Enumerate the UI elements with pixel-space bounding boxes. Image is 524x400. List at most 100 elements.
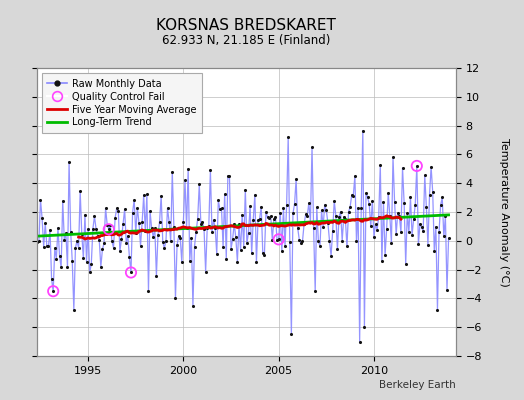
Point: [141, 228, 149, 234]
Point: [255, 216, 264, 222]
Point: [41, 220, 49, 226]
Point: [105, 226, 113, 232]
Point: [54, 225, 62, 231]
Point: [276, 210, 285, 216]
Point: [63, 264, 72, 271]
Point: [264, 214, 272, 221]
Point: [414, 241, 422, 247]
Point: [440, 233, 448, 240]
Point: [313, 204, 321, 210]
Point: [243, 240, 251, 246]
Point: [239, 244, 248, 250]
Point: [143, 191, 151, 198]
Point: [76, 188, 84, 194]
Point: [324, 220, 332, 226]
Point: [409, 216, 418, 222]
Point: [51, 245, 59, 252]
Point: [171, 295, 180, 302]
Point: [270, 215, 278, 222]
Point: [325, 237, 334, 244]
Point: [217, 205, 226, 212]
Point: [378, 258, 386, 264]
Point: [39, 244, 48, 250]
Point: [65, 158, 73, 165]
Point: [392, 231, 400, 238]
Point: [416, 221, 424, 227]
Point: [384, 190, 392, 196]
Point: [408, 232, 416, 238]
Point: [136, 242, 145, 249]
Point: [156, 218, 164, 225]
Point: [71, 245, 80, 251]
Point: [144, 288, 152, 294]
Point: [119, 221, 127, 227]
Point: [168, 168, 177, 175]
Point: [227, 246, 235, 252]
Point: [139, 192, 148, 198]
Point: [429, 189, 437, 195]
Point: [365, 201, 374, 207]
Point: [192, 228, 200, 235]
Point: [293, 225, 302, 232]
Point: [105, 226, 113, 232]
Point: [235, 221, 243, 227]
Point: [30, 218, 38, 224]
Point: [111, 215, 119, 221]
Point: [184, 166, 192, 172]
Point: [289, 210, 297, 217]
Point: [230, 220, 238, 227]
Point: [103, 222, 112, 228]
Point: [298, 238, 307, 244]
Point: [436, 202, 445, 208]
Point: [346, 204, 354, 210]
Point: [351, 173, 359, 179]
Point: [74, 245, 83, 251]
Point: [85, 269, 94, 276]
Point: [130, 197, 138, 203]
Point: [36, 196, 45, 203]
Point: [311, 288, 320, 294]
Point: [250, 192, 259, 198]
Point: [379, 199, 388, 206]
Point: [78, 231, 86, 237]
Point: [329, 228, 337, 234]
Point: [262, 209, 270, 216]
Point: [268, 236, 277, 243]
Point: [127, 269, 135, 276]
Point: [190, 243, 199, 250]
Point: [204, 223, 213, 229]
Point: [163, 205, 172, 212]
Point: [412, 163, 421, 169]
Point: [347, 192, 356, 198]
Point: [46, 227, 54, 233]
Point: [430, 248, 439, 254]
Point: [433, 307, 442, 313]
Point: [187, 235, 195, 241]
Point: [389, 154, 397, 160]
Point: [267, 213, 275, 219]
Point: [95, 237, 103, 243]
Point: [132, 230, 140, 236]
Point: [28, 236, 37, 243]
Point: [308, 144, 316, 150]
Point: [303, 213, 311, 219]
Point: [208, 228, 216, 235]
Point: [157, 192, 166, 199]
Point: [79, 255, 88, 261]
Point: [394, 209, 402, 216]
Point: [100, 240, 108, 246]
Point: [31, 198, 40, 204]
Point: [424, 242, 432, 248]
Point: [352, 238, 361, 244]
Point: [38, 215, 46, 222]
Point: [173, 242, 181, 248]
Point: [432, 224, 440, 230]
Point: [110, 245, 118, 251]
Point: [167, 238, 175, 245]
Point: [222, 256, 231, 262]
Point: [73, 238, 81, 244]
Point: [295, 237, 303, 243]
Point: [406, 194, 414, 200]
Point: [214, 197, 223, 204]
Point: [284, 134, 292, 140]
